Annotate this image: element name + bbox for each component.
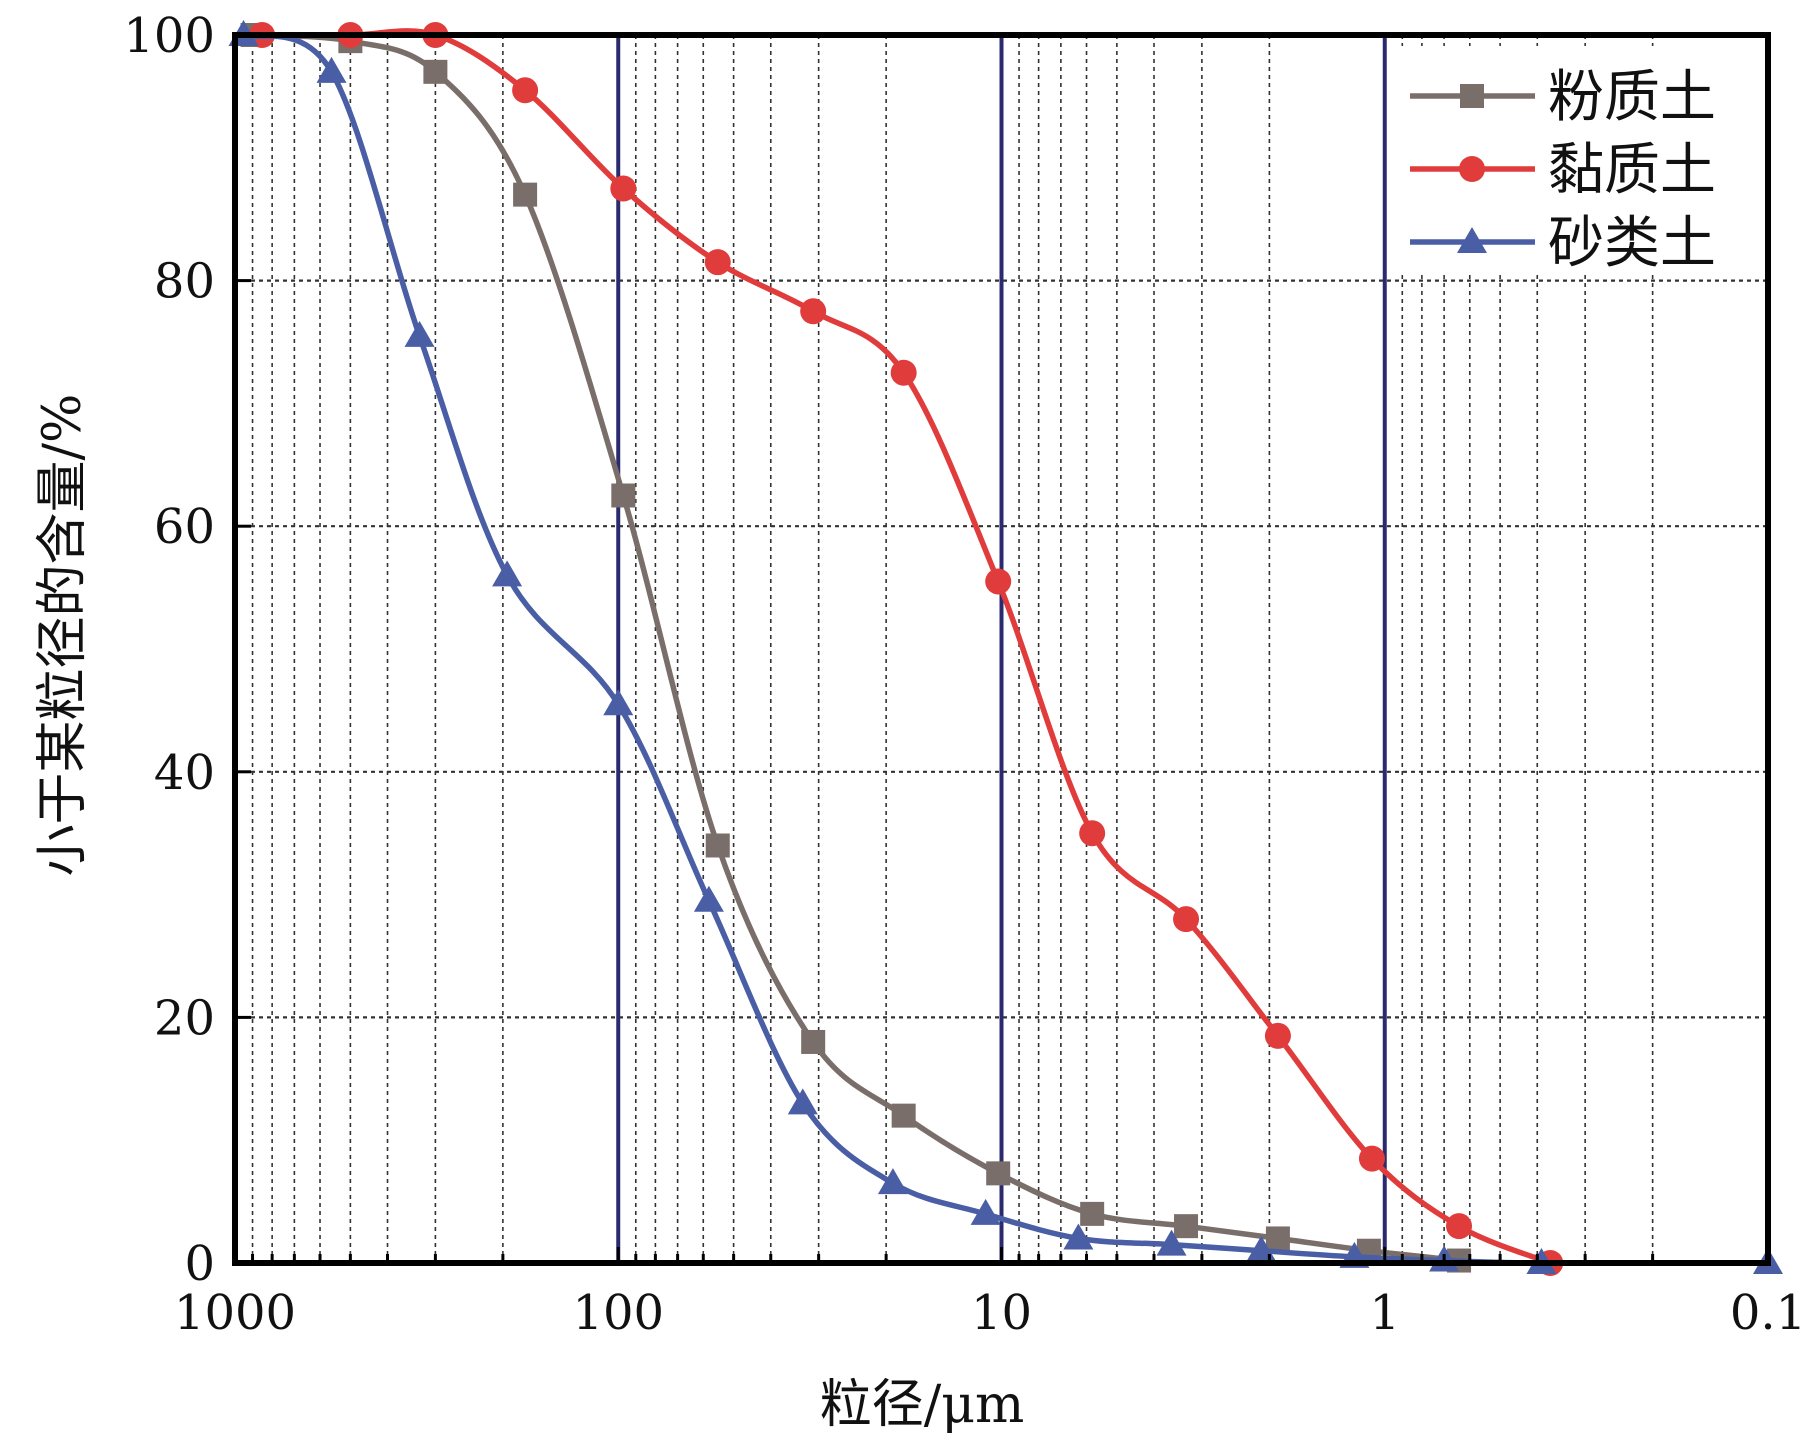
data-point [513, 182, 538, 207]
reference-lines [616, 35, 1387, 1263]
data-point [985, 568, 1012, 595]
data-point [1079, 820, 1106, 847]
data-point [1156, 1229, 1187, 1256]
legend-label: 粉质土 [1548, 65, 1716, 130]
data-point [1174, 1214, 1199, 1239]
legend-marker [1460, 84, 1484, 108]
x-tick-labels: 1000 100 10 1 0.1 [174, 1285, 1806, 1341]
x-tick-label: 10 [971, 1285, 1032, 1341]
data-series [228, 20, 1783, 1276]
y-axis-label: 小于某粒径的含量/% [33, 394, 93, 877]
data-point [891, 1103, 916, 1128]
data-point [1265, 1226, 1290, 1251]
data-point [316, 56, 347, 83]
legend-label: 砂类土 [1548, 211, 1716, 276]
axis-ticks [235, 33, 1770, 1265]
legend-background [1388, 46, 1754, 271]
data-point [1264, 1022, 1291, 1049]
data-point [705, 833, 730, 858]
x-tick-label: 0.1 [1730, 1285, 1806, 1341]
legend-marker [1459, 156, 1485, 182]
x-axis-label: 粒径/μm [820, 1375, 1025, 1435]
y-tick-label: 0 [184, 1236, 215, 1292]
data-point [1446, 1213, 1473, 1240]
y-tick-label: 60 [154, 499, 215, 555]
data-point [801, 1029, 826, 1054]
data-point [986, 1161, 1011, 1186]
x-tick-label: 1 [1369, 1285, 1400, 1341]
data-point [1080, 1201, 1105, 1226]
x-tick-label: 100 [572, 1285, 664, 1341]
data-point [512, 77, 539, 104]
legend-marker [1457, 227, 1487, 253]
data-point [1063, 1223, 1094, 1250]
data-point [800, 298, 827, 325]
data-point [970, 1198, 1001, 1225]
data-point [603, 689, 634, 716]
data-point [787, 1088, 818, 1115]
y-tick-labels: 0 20 40 60 80 100 [123, 8, 215, 1292]
y-tick-label: 20 [154, 990, 215, 1046]
data-point [610, 175, 637, 202]
legend-label: 黏质土 [1548, 138, 1716, 203]
series-line [259, 28, 1553, 1266]
data-point [877, 1168, 908, 1195]
data-point [704, 249, 731, 276]
data-point [1358, 1145, 1385, 1172]
series-line [240, 32, 1771, 1266]
data-point [611, 483, 636, 508]
x-tick-label: 1000 [174, 1285, 296, 1341]
data-point [693, 885, 724, 912]
data-point [492, 560, 523, 587]
y-tick-label: 40 [154, 745, 215, 801]
y-tick-label: 80 [154, 254, 215, 310]
series-line [249, 32, 1462, 1264]
data-point [890, 359, 917, 386]
data-point [423, 59, 448, 84]
data-point [1173, 906, 1200, 933]
data-point [404, 320, 435, 347]
y-tick-label: 100 [123, 8, 215, 64]
